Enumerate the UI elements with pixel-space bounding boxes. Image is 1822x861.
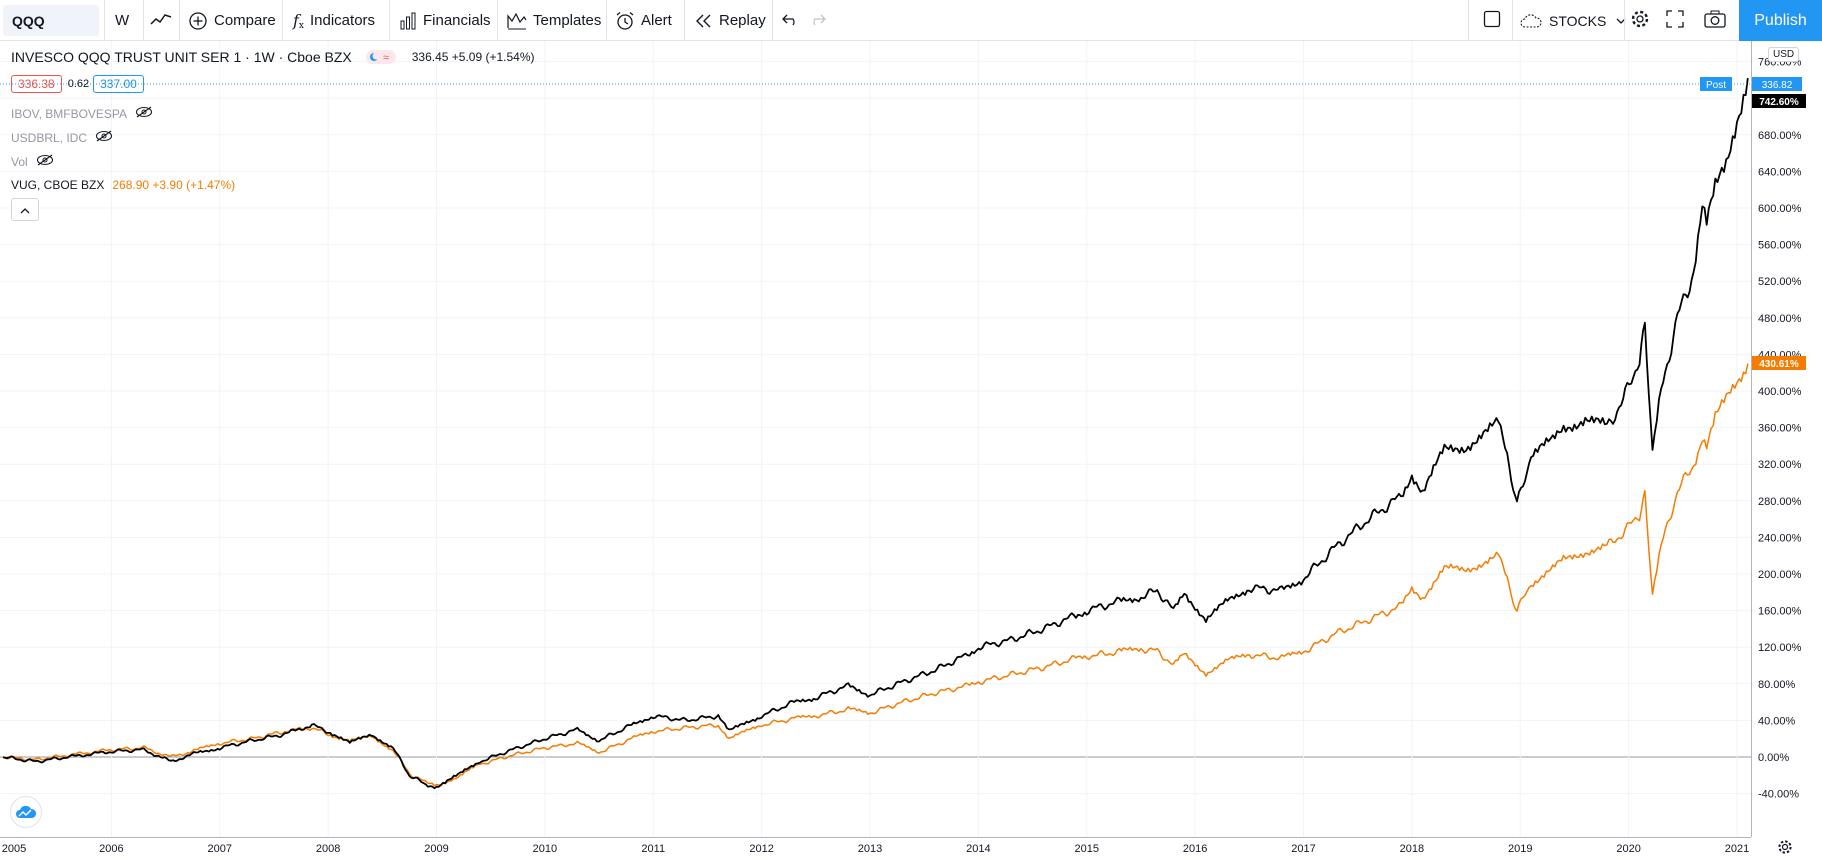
snapshot-button[interactable] <box>1704 0 1726 41</box>
bar-chart-icon <box>399 12 417 30</box>
redo-icon <box>808 12 826 30</box>
fullscreen-button[interactable] <box>1666 0 1684 41</box>
main-series-title: INVESCO QQQ TRUST UNIT SER 1 · 1W · Cboe… <box>11 49 352 65</box>
replay-label: Replay <box>719 12 766 29</box>
overlay-volume-label: Vol <box>11 154 28 169</box>
chart-style-button[interactable] <box>150 0 172 41</box>
series-line-qqq[interactable] <box>2 77 1749 790</box>
publish-button[interactable]: Publish <box>1739 0 1822 41</box>
layout-button[interactable]: STOCKS <box>1519 0 1626 41</box>
alert-button[interactable]: Alert <box>615 0 672 41</box>
eye-crossed-icon[interactable] <box>95 130 113 145</box>
settings-button[interactable] <box>1630 0 1650 41</box>
series-line-vug[interactable] <box>2 363 1749 787</box>
templates-button[interactable]: Templates <box>507 0 601 41</box>
vug-legend-value: 268.90 +3.90 (+1.47%) <box>112 178 236 192</box>
vug-legend[interactable]: VUG, CBOE BZX 268.90 +3.90 (+1.47%) <box>11 178 235 192</box>
undo-icon <box>782 12 800 30</box>
collapse-legend-button[interactable] <box>11 198 39 221</box>
chevron-up-icon <box>20 201 30 219</box>
plus-circle-icon <box>188 11 208 31</box>
overlay-ibov-label: IBOV, BMFBOVESPA <box>11 106 128 121</box>
ask-price[interactable]: 337.00 <box>93 75 144 93</box>
eye-crossed-icon[interactable] <box>135 106 153 121</box>
expand-icon <box>1666 9 1684 32</box>
post-tag-label: Post <box>1706 80 1726 91</box>
vug-legend-label: VUG, CBOE BZX <box>11 178 105 192</box>
line-chart-icon <box>150 11 172 31</box>
redo-button[interactable] <box>808 0 826 41</box>
time-axis[interactable] <box>0 837 1751 861</box>
gear-icon <box>1777 839 1793 860</box>
rewind-icon <box>695 14 713 28</box>
symbol-search[interactable]: QQQ <box>3 5 99 36</box>
main-series-value: 336.45 +5.09 (+1.54%) <box>411 50 535 64</box>
alarm-clock-icon <box>615 11 635 31</box>
overlay-ibov[interactable]: IBOV, BMFBOVESPA <box>11 106 153 121</box>
templates-label: Templates <box>533 12 602 29</box>
eye-crossed-icon[interactable] <box>36 154 54 169</box>
post-tag-bg <box>1700 77 1732 91</box>
interval-button[interactable]: W <box>115 0 129 41</box>
market-status-icon: ≈ <box>365 50 396 64</box>
square-icon <box>1483 10 1501 32</box>
tradingview-logo[interactable] <box>10 796 42 828</box>
templates-icon <box>507 12 527 30</box>
bid-price[interactable]: 336.38 <box>11 75 62 93</box>
cloud-icon <box>1519 13 1543 29</box>
overlay-usdbrl-label: USDBRL, IDC <box>11 130 88 145</box>
alert-label: Alert <box>641 12 672 29</box>
main-series-legend[interactable]: INVESCO QQQ TRUST UNIT SER 1 · 1W · Cboe… <box>11 49 535 65</box>
compare-label: Compare <box>214 12 276 29</box>
indicators-label: Indicators <box>310 12 376 29</box>
bid-ask-row: 336.38 0.62 337.00 <box>11 75 144 93</box>
camera-icon <box>1704 10 1726 32</box>
financials-label: Financials <box>423 12 491 29</box>
chevron-down-icon <box>1616 12 1626 29</box>
layout-label: STOCKS <box>1549 12 1607 29</box>
compare-button[interactable]: Compare <box>188 0 276 41</box>
financials-button[interactable]: Financials <box>399 0 491 41</box>
currency-label[interactable]: USD <box>1768 47 1800 62</box>
axis-settings-button[interactable] <box>1770 838 1800 860</box>
publish-label: Publish <box>1754 11 1807 29</box>
svg-text:≈: ≈ <box>383 52 389 64</box>
interval-label: W <box>115 12 130 29</box>
gear-icon <box>1630 9 1650 33</box>
symbol-text: QQQ <box>12 12 45 29</box>
overlay-volume[interactable]: Vol <box>11 154 54 169</box>
cloud-logo-icon <box>16 805 37 818</box>
replay-button[interactable]: Replay <box>695 0 766 41</box>
price-axis[interactable] <box>1751 41 1822 837</box>
fullscreen-select-button[interactable] <box>1483 0 1501 41</box>
overlay-usdbrl[interactable]: USDBRL, IDC <box>11 130 113 145</box>
spread-value: 0.62 <box>67 78 90 90</box>
undo-button[interactable] <box>782 0 800 41</box>
